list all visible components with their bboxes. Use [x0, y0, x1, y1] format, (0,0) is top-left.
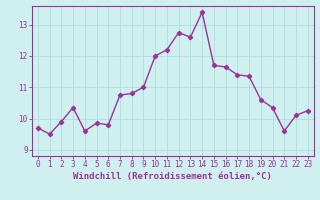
X-axis label: Windchill (Refroidissement éolien,°C): Windchill (Refroidissement éolien,°C): [73, 172, 272, 181]
